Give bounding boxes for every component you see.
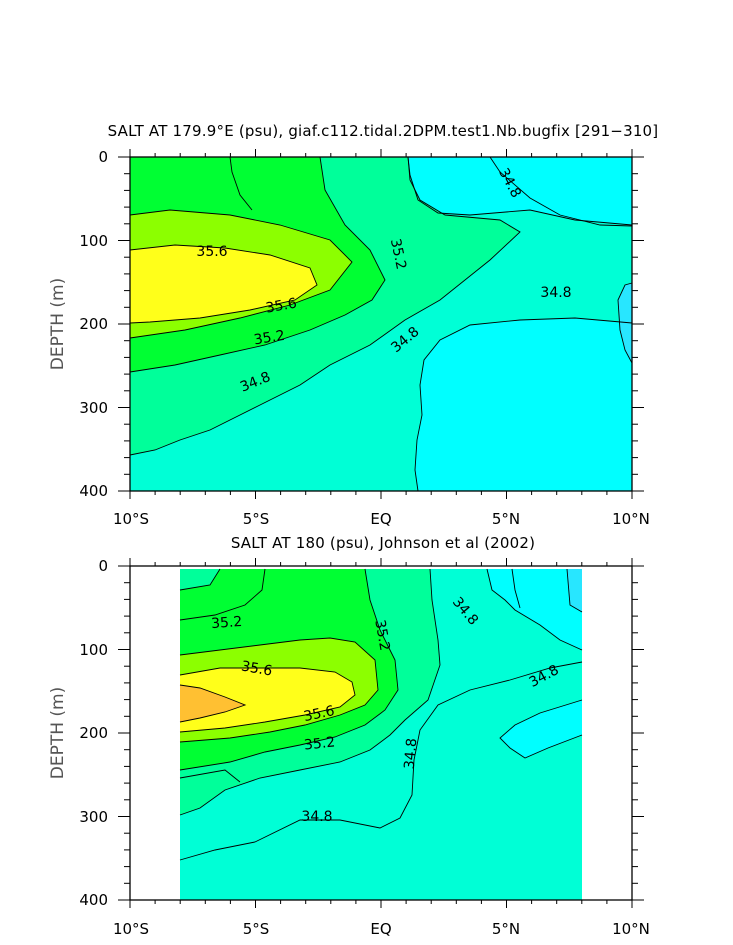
panel-top: SALT AT 179.9°E (psu), giaf.c112.tidal.2… xyxy=(48,122,658,528)
x-tick-label: 10°S xyxy=(113,920,149,938)
contour-line xyxy=(179,769,241,783)
y-tick-label: 0 xyxy=(98,557,108,575)
contour-line xyxy=(489,156,633,227)
y-tick-label: 300 xyxy=(79,808,108,826)
panel-top-plot-area: 35.6 35.6 35.2 35.2 34.8 34.8 34.8 34.8 xyxy=(129,156,633,492)
contour-line xyxy=(179,667,356,733)
contour-line xyxy=(129,209,353,339)
panel-top-contours xyxy=(129,156,633,492)
panel-top-y-tick-labels: 0 100 200 300 400 xyxy=(79,148,108,500)
y-tick-label: 400 xyxy=(79,891,108,909)
panel-bottom-y-axis-label: DEPTH (m) xyxy=(48,687,68,779)
band-below-34.8-right xyxy=(487,569,582,650)
contour-line xyxy=(179,568,399,771)
band-above-35.8 xyxy=(180,685,245,722)
contour-line xyxy=(617,282,633,364)
contour-line xyxy=(511,568,521,609)
contour-label: 35.6 xyxy=(240,658,274,679)
panel-top-ticks xyxy=(118,149,644,499)
panel-bottom-contour-labels: 35.2 35.2 35.6 35.6 35.2 34.8 34.8 34.8 … xyxy=(211,594,562,825)
panel-bottom-plot-area: 35.2 35.2 35.6 35.6 35.2 34.8 34.8 34.8 … xyxy=(179,568,583,900)
contour-label: 35.2 xyxy=(387,237,409,271)
panel-bottom-ticks xyxy=(118,558,644,908)
contour-line xyxy=(229,156,253,211)
band-below-34.8-lower xyxy=(500,700,582,758)
contour-label: 35.6 xyxy=(302,703,336,725)
contour-line xyxy=(414,317,633,492)
contour-label: 35.2 xyxy=(253,328,286,349)
x-tick-label: 10°S xyxy=(113,510,149,528)
x-tick-label: EQ xyxy=(370,510,391,528)
band-35.6-35.8 xyxy=(180,668,355,732)
band-35.6-35.8 xyxy=(130,245,317,323)
contour-label: 34.8 xyxy=(301,809,332,825)
band-below-34.8-lower xyxy=(415,318,632,491)
contour-label: 35.6 xyxy=(196,244,227,260)
contour-line xyxy=(179,568,221,591)
contour-line xyxy=(179,568,266,621)
contour-line xyxy=(179,637,379,743)
panel-bottom-y-tick-labels: 0 100 200 300 400 xyxy=(79,557,108,909)
contour-line xyxy=(566,568,583,613)
contour-label: 35.2 xyxy=(303,734,336,753)
contour-line xyxy=(129,156,386,373)
panel-bottom-x-tick-labels: 10°S 5°S EQ 5°N 10°N xyxy=(113,920,650,938)
x-tick-label: 5°S xyxy=(243,920,270,938)
x-tick-label: EQ xyxy=(370,920,391,938)
contour-label: 34.8 xyxy=(540,285,571,301)
y-tick-label: 100 xyxy=(79,232,108,250)
contour-label: 34.8 xyxy=(402,737,421,769)
y-tick-label: 400 xyxy=(79,482,108,500)
panel-bottom-contours xyxy=(179,568,583,861)
x-tick-label: 10°N xyxy=(612,920,650,938)
contour-line xyxy=(179,661,583,861)
contour-label: 35.2 xyxy=(371,619,392,652)
y-tick-label: 300 xyxy=(79,399,108,417)
panel-bottom: SALT AT 180 (psu), Johnson et al (2002) xyxy=(48,534,650,938)
y-tick-label: 100 xyxy=(79,641,108,659)
x-tick-label: 10°N xyxy=(612,510,650,528)
y-tick-label: 0 xyxy=(98,148,108,166)
band-below-34.6-right xyxy=(618,283,632,363)
panel-top-y-axis-label: DEPTH (m) xyxy=(48,278,68,370)
contour-line xyxy=(129,244,318,324)
band-below-34.6-corner xyxy=(567,569,582,612)
x-tick-label: 5°S xyxy=(243,510,270,528)
contour-line xyxy=(486,568,583,651)
y-tick-label: 200 xyxy=(79,315,108,333)
panel-top-x-tick-labels: 10°S 5°S EQ 5°N 10°N xyxy=(113,510,650,528)
contour-label: 35.2 xyxy=(211,614,243,632)
contour-line xyxy=(179,568,441,816)
y-tick-label: 200 xyxy=(79,724,108,742)
contour-line xyxy=(179,684,247,723)
band-below-34.8-upper xyxy=(408,157,632,225)
x-tick-label: 5°N xyxy=(492,920,520,938)
contour-label: 35.6 xyxy=(265,295,299,316)
contour-line xyxy=(407,156,633,226)
contour-line xyxy=(129,156,521,456)
panel-top-title: SALT AT 179.9°E (psu), giaf.c112.tidal.2… xyxy=(108,122,659,140)
contour-line xyxy=(499,699,583,759)
x-tick-label: 5°N xyxy=(492,510,520,528)
panel-bottom-title: SALT AT 180 (psu), Johnson et al (2002) xyxy=(231,534,535,552)
